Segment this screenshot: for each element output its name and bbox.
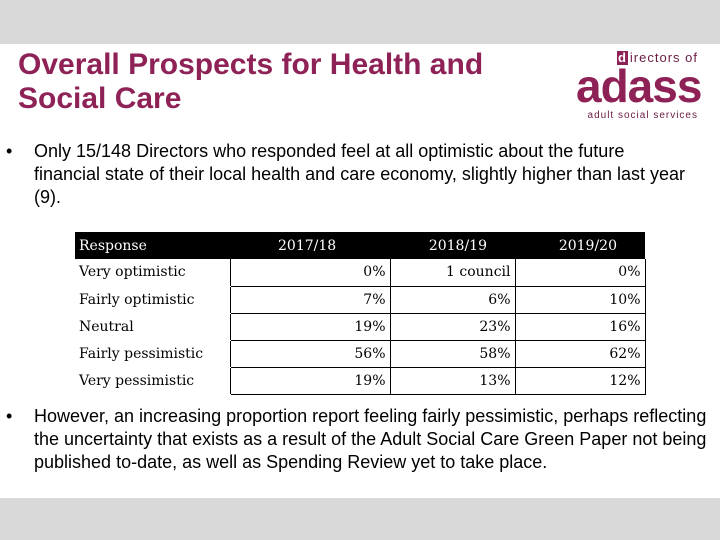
cell-value: 0% [229, 259, 391, 287]
cell-value: 16% [514, 313, 646, 341]
cell-value: 7% [229, 286, 391, 314]
bullet-dot-icon: • [6, 141, 13, 161]
logo-d-box: d [616, 50, 628, 65]
table-row: Fairly pessimistic 56% 58% 62% [75, 340, 646, 368]
cell-value: 58% [389, 340, 516, 368]
bullet-text: Only 15/148 Directors who responded feel… [34, 141, 686, 207]
cell-value: 62% [514, 340, 646, 368]
cell-value: 1 council [389, 259, 516, 287]
cell-value: 10% [514, 286, 646, 314]
prospects-table: Response 2017/18 2018/19 2019/20 Very op… [75, 232, 646, 395]
table-row: Very optimistic 0% 1 council 0% [75, 259, 646, 287]
cell-value: 56% [229, 340, 391, 368]
row-label: Fairly optimistic [75, 286, 230, 314]
header-2017-18: 2017/18 [230, 232, 390, 259]
logo-wordmark: adass [576, 60, 702, 112]
row-label: Neutral [75, 313, 230, 341]
cell-value: 19% [229, 367, 391, 395]
row-label: Fairly pessimistic [75, 340, 230, 368]
cell-value: 13% [389, 367, 516, 395]
cell-value: 23% [389, 313, 516, 341]
bullet-text: However, an increasing proportion report… [34, 406, 707, 472]
table-header-row: Response 2017/18 2018/19 2019/20 [75, 232, 645, 259]
row-label: Very optimistic [75, 259, 230, 287]
page-title: Overall Prospects for Health and Social … [18, 48, 484, 115]
adass-logo: d irectors of adass adult social services [576, 50, 702, 122]
bullet-dot-icon: • [6, 406, 13, 426]
logo-subtitle: adult social services [587, 110, 698, 121]
table-row: Fairly optimistic 7% 6% 10% [75, 286, 646, 314]
logo-top-text: irectors of [629, 50, 698, 65]
header-2019-20: 2019/20 [515, 232, 645, 259]
logo-tagline: d irectors of [616, 50, 698, 65]
cell-value: 19% [229, 313, 391, 341]
cell-value: 12% [514, 367, 646, 395]
row-label: Very pessimistic [75, 367, 230, 395]
table-row: Very pessimistic 19% 13% 12% [75, 367, 646, 395]
table-row: Neutral 19% 23% 16% [75, 313, 646, 341]
cell-value: 6% [389, 286, 516, 314]
cell-value: 0% [514, 259, 646, 287]
header-2018-19: 2018/19 [390, 232, 515, 259]
header-response: Response [75, 232, 230, 259]
